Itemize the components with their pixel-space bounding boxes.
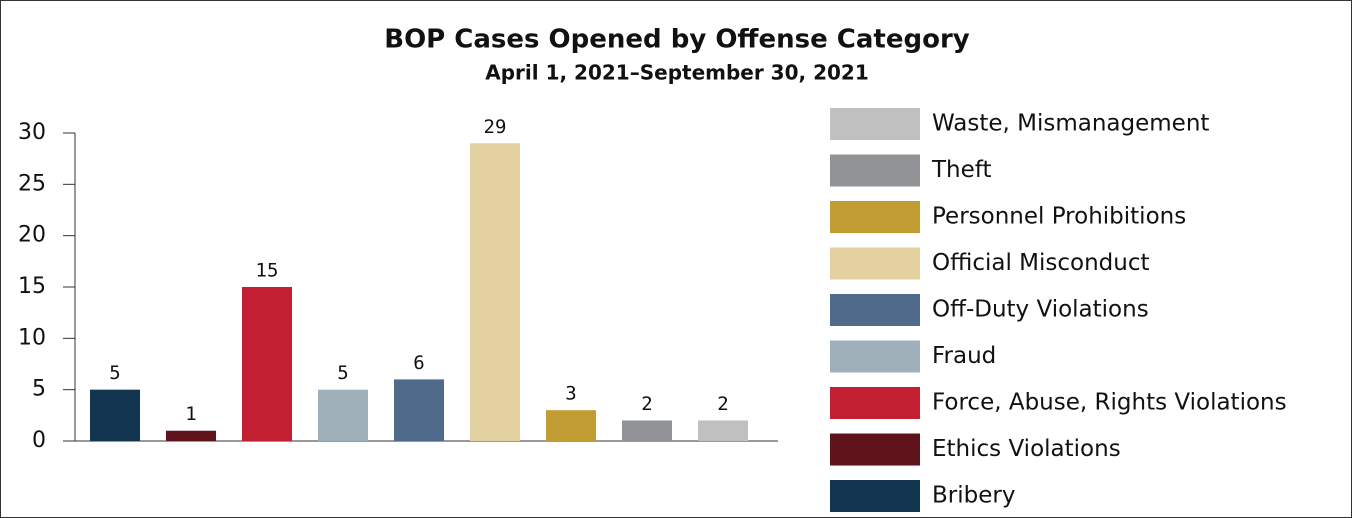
bar xyxy=(622,420,672,441)
legend-swatch xyxy=(830,387,920,419)
chart-subtitle: April 1, 2021–September 30, 2021 xyxy=(485,61,869,85)
legend-swatch xyxy=(830,247,920,280)
legend-label: Waste, Mismanagement xyxy=(932,111,1209,137)
y-tick-label: 25 xyxy=(18,171,46,196)
legend-swatch xyxy=(830,201,920,233)
bar xyxy=(394,379,444,441)
data-label: 6 xyxy=(413,352,424,374)
legend-label: Official Misconduct xyxy=(932,250,1150,276)
chart-title: BOP Cases Opened by Offense Category xyxy=(384,25,970,55)
bar xyxy=(242,287,292,441)
bar xyxy=(166,430,216,441)
data-label: 2 xyxy=(641,393,652,415)
legend-label: Off-Duty Violations xyxy=(932,297,1149,323)
bar xyxy=(470,143,520,441)
data-label: 2 xyxy=(717,393,728,415)
legend-swatch xyxy=(830,340,920,373)
bar xyxy=(318,389,368,441)
y-tick-label: 10 xyxy=(18,325,46,350)
legend-swatch xyxy=(830,154,920,187)
data-label: 5 xyxy=(337,362,348,384)
y-tick-label: 5 xyxy=(32,377,46,402)
data-label: 5 xyxy=(109,362,120,384)
legend-label: Fraud xyxy=(932,343,996,369)
legend-label: Personnel Prohibitions xyxy=(932,204,1186,230)
y-tick-label: 15 xyxy=(18,274,46,299)
legend-swatch xyxy=(830,294,920,326)
bar xyxy=(546,410,596,441)
legend-swatch xyxy=(830,108,920,140)
y-tick-label: 30 xyxy=(18,120,46,145)
bar xyxy=(90,389,140,441)
legend-label: Force, Abuse, Rights Violations xyxy=(932,390,1287,416)
legend-swatch xyxy=(830,433,920,466)
data-label: 1 xyxy=(185,403,196,425)
y-tick-label: 20 xyxy=(18,223,46,248)
data-label: 3 xyxy=(565,383,576,405)
data-label: 15 xyxy=(256,260,279,282)
legend-label: Bribery xyxy=(932,483,1015,509)
legend-swatch xyxy=(830,480,920,512)
legend-label: Ethics Violations xyxy=(932,436,1121,462)
data-label: 29 xyxy=(484,116,507,138)
bar xyxy=(698,420,748,441)
legend-label: Theft xyxy=(931,157,992,183)
y-tick-label: 0 xyxy=(32,428,46,453)
